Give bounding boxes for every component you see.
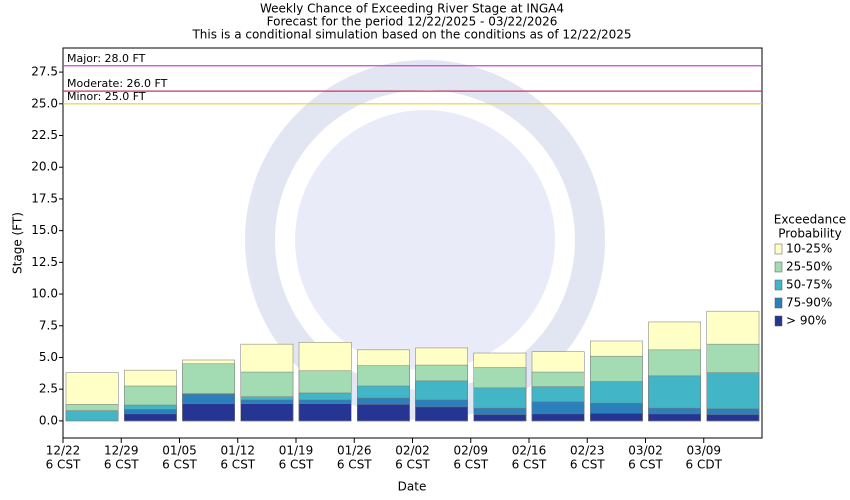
x-axis-label: Date [398, 480, 427, 494]
legend-label: 50-75% [786, 278, 832, 292]
flood-label: Moderate: 26.0 FT [67, 77, 168, 90]
flood-label: Major: 28.0 FT [67, 52, 146, 65]
y-tick-label: 5.0 [39, 350, 58, 364]
y-tick-label: 17.5 [31, 191, 58, 205]
y-tick-label: 7.5 [39, 318, 58, 332]
y-tick-label: 25.0 [31, 96, 58, 110]
y-tick-label: 2.5 [39, 382, 58, 396]
bar-segment [706, 414, 760, 422]
bar-segment [590, 413, 643, 422]
x-tick-label: 01/05 [162, 444, 197, 458]
y-tick-label: 15.0 [31, 223, 58, 237]
x-tick-label: 12/29 [104, 444, 139, 458]
x-tick-sublabel: 6 CST [279, 458, 314, 472]
y-tick-label: 0.0 [39, 413, 58, 427]
legend-label: 25-50% [786, 260, 832, 274]
legend-label: 75-90% [786, 296, 832, 310]
legend-swatch [774, 297, 783, 309]
x-tick-label: 03/09 [686, 444, 721, 458]
bar-segment [65, 410, 119, 422]
chart-subtitle: This is a conditional simulation based o… [191, 28, 631, 42]
bar-segment [531, 413, 585, 422]
legend-swatch [774, 261, 783, 273]
y-tick-label: 20.0 [31, 160, 58, 174]
x-tick-sublabel: 6 CST [104, 458, 139, 472]
x-tick-label: 02/09 [453, 444, 488, 458]
x-tick-label: 01/12 [220, 444, 255, 458]
x-tick-label: 02/23 [570, 444, 605, 458]
legend-label: > 90% [786, 314, 827, 328]
legend-swatch [774, 243, 783, 255]
chart-title: Weekly Chance of Exceeding River Stage a… [260, 2, 564, 16]
x-tick-sublabel: 6 CDT [686, 458, 723, 472]
x-tick-sublabel: 6 CST [46, 458, 81, 472]
bar-segment [357, 404, 410, 422]
bar-segment [182, 403, 235, 422]
bar-segment [473, 414, 527, 422]
y-tick-label: 22.5 [31, 128, 58, 142]
flood-label: Minor: 25.0 FT [67, 90, 146, 103]
y-axis-label: Stage (FT) [11, 212, 25, 274]
x-tick-label: 01/19 [279, 444, 314, 458]
x-tick-sublabel: 6 CST [395, 458, 430, 472]
watermark-disc [295, 110, 555, 370]
legend-swatch [774, 315, 783, 327]
y-tick-label: 27.5 [31, 65, 58, 79]
legend-title: Exceedance [774, 213, 846, 227]
bar-segment [124, 413, 177, 422]
x-tick-sublabel: 6 CST [337, 458, 372, 472]
x-tick-label: 02/02 [395, 444, 430, 458]
bar-segment [415, 406, 468, 422]
x-tick-label: 03/02 [628, 444, 663, 458]
y-tick-label: 10.0 [31, 287, 58, 301]
bar-segment [648, 413, 701, 422]
x-tick-sublabel: 6 CST [512, 458, 547, 472]
x-tick-sublabel: 6 CST [628, 458, 663, 472]
x-tick-sublabel: 6 CST [453, 458, 488, 472]
legend-swatch [774, 279, 783, 291]
legend-label: 10-25% [786, 242, 832, 256]
x-tick-label: 01/26 [337, 444, 372, 458]
chart-subtitle: Forecast for the period 12/22/2025 - 03/… [267, 15, 558, 29]
x-tick-label: 12/22 [46, 444, 81, 458]
bar-segment [240, 403, 294, 422]
x-tick-sublabel: 6 CST [220, 458, 255, 472]
x-tick-sublabel: 6 CST [570, 458, 605, 472]
legend-title: Probability [778, 227, 841, 241]
y-tick-label: 12.5 [31, 255, 58, 269]
x-tick-sublabel: 6 CST [162, 458, 197, 472]
x-tick-label: 02/16 [512, 444, 547, 458]
bar-segment [298, 403, 352, 422]
